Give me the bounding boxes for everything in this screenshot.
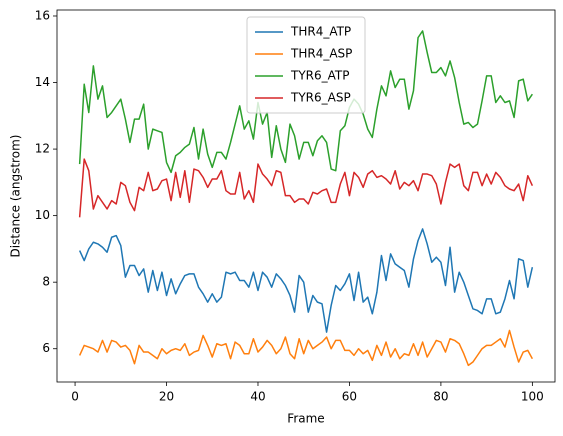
legend-label: TYR6_ATP xyxy=(290,69,349,83)
y-tick-label: 12 xyxy=(35,142,50,156)
x-tick-label: 60 xyxy=(342,390,357,404)
y-tick-label: 6 xyxy=(42,341,50,355)
y-tick-label: 16 xyxy=(35,8,50,22)
x-tick-label: 80 xyxy=(433,390,448,404)
legend-label: THR4_ATP xyxy=(290,25,351,39)
y-tick-label: 14 xyxy=(35,75,50,89)
legend-label: TYR6_ASP xyxy=(290,91,351,105)
legend-label: THR4_ASP xyxy=(290,47,352,61)
y-axis-label: Distance (angstrom) xyxy=(9,135,23,258)
x-tick-label: 40 xyxy=(250,390,265,404)
legend-box xyxy=(246,16,366,114)
legend: THR4_ATP THR4_ASP TYR6_ATP TYR6_ASP xyxy=(246,16,366,114)
x-tick-label: 20 xyxy=(159,390,174,404)
x-tick-label: 100 xyxy=(521,390,544,404)
x-axis-label: Frame xyxy=(287,412,324,426)
line-series xyxy=(78,30,533,174)
line-series xyxy=(78,329,534,367)
y-tick-label: 10 xyxy=(35,208,50,222)
line-series xyxy=(78,158,534,218)
line-series xyxy=(78,228,534,333)
y-tick-label: 8 xyxy=(42,275,50,289)
x-tick-label: 0 xyxy=(71,390,79,404)
plot-frame xyxy=(56,9,556,383)
